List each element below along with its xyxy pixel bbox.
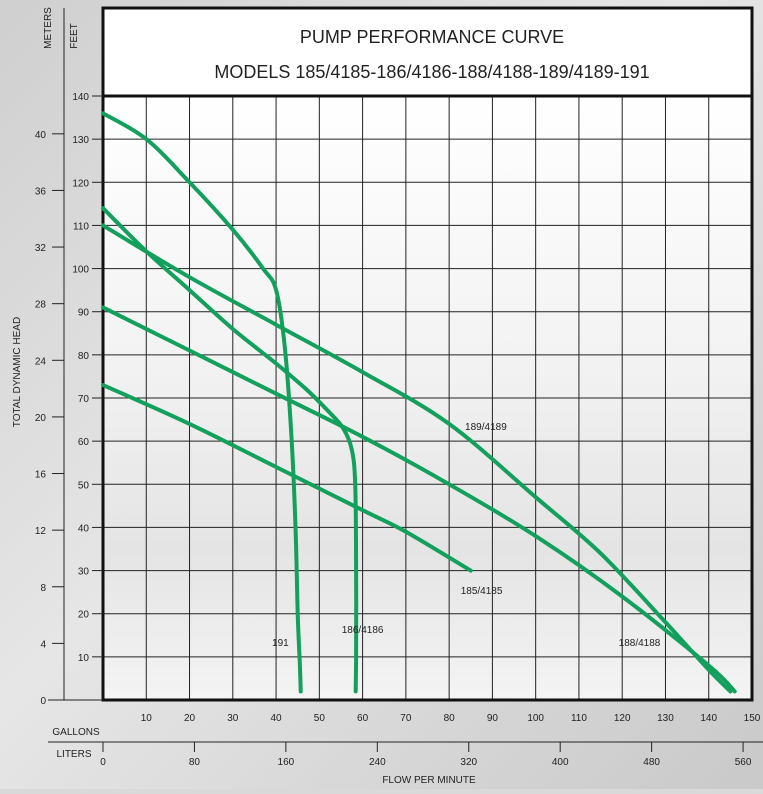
- y-tick-label-meters: 24: [35, 356, 47, 367]
- y-tick-label-meters: 32: [35, 243, 47, 254]
- curve-189-4189: [101, 223, 733, 694]
- curve-191: [101, 111, 303, 694]
- meters-unit-label: METERS: [43, 7, 54, 49]
- y-tick-label-meters: 20: [35, 413, 47, 424]
- x-tick-label-gallons: 50: [314, 713, 326, 724]
- y-tick-label-meters: 28: [35, 300, 47, 311]
- x-tick-label-liters: 320: [460, 757, 477, 768]
- x-tick-label-gallons: 80: [444, 713, 456, 724]
- y-tick-label-feet: 30: [78, 567, 90, 578]
- x-tick-label-liters: 80: [189, 757, 201, 768]
- x-tick-label-gallons: 110: [571, 713, 587, 724]
- y-tick-label-feet: 80: [78, 351, 90, 362]
- chart-subtitle: MODELS 185/4185-186/4186-188/4188-189/41…: [214, 62, 649, 82]
- x-axis-label: FLOW PER MINUTE: [382, 775, 476, 786]
- y-tick-label-meters: 4: [40, 639, 46, 650]
- y-tick-label-feet: 90: [78, 308, 90, 319]
- curve-188-4188: [101, 305, 737, 694]
- x-tick-label-gallons: 140: [700, 713, 717, 724]
- performance-curves: [101, 111, 737, 694]
- curve-label: 186/4186: [342, 625, 384, 636]
- y-tick-label-feet: 60: [78, 437, 90, 448]
- y-tick-label-meters: 12: [35, 526, 47, 537]
- curve-labels: 189/4189 185/4185 186/4186 191 188/4188: [272, 422, 661, 649]
- feet-unit-label: FEET: [69, 23, 80, 49]
- y-tick-label-feet: 100: [72, 265, 89, 276]
- curve-label: 189/4189: [465, 422, 507, 433]
- x-tick-label-gallons: 30: [227, 713, 239, 724]
- x-tick-label-liters: 400: [552, 757, 569, 768]
- curve-185-4185: [101, 383, 473, 573]
- y-ticks: 10 20 30 40 50 60 70 80 90 100 110 120 130 140 0 4 8 12 16…: [35, 92, 103, 707]
- curve-label: 188/4188: [619, 638, 661, 649]
- curve-label: 191: [272, 638, 289, 649]
- x-tick-label-liters: 560: [735, 757, 752, 768]
- title-panel: [101, 6, 754, 98]
- x-tick-label-liters: 0: [100, 757, 106, 768]
- x-tick-label-gallons: 150: [744, 713, 761, 724]
- x-tick-label-gallons: 120: [614, 713, 631, 724]
- x-tick-label-liters: 160: [278, 757, 295, 768]
- liters-unit-label: LITERS: [56, 749, 91, 760]
- x-tick-label-gallons: 20: [184, 713, 196, 724]
- curve-186-4186: [101, 206, 359, 694]
- x-tick-label-gallons: 70: [400, 713, 412, 724]
- y-tick-label-meters: 40: [35, 130, 47, 141]
- y-tick-label-feet: 120: [72, 178, 89, 189]
- y-tick-label-meters: 36: [35, 186, 47, 197]
- x-tick-label-gallons: 40: [271, 713, 283, 724]
- y-tick-label-feet: 70: [78, 394, 90, 405]
- y-tick-label-feet: 110: [73, 221, 89, 232]
- y-tick-label-feet: 50: [78, 480, 90, 491]
- x-ticks: 10 20 30 40 50 60 70 80 90 100 110 120 130 140 150 0 80 1…: [100, 713, 761, 768]
- y-tick-label-meters: 8: [40, 583, 46, 594]
- x-tick-label-liters: 240: [369, 757, 386, 768]
- chart-title: PUMP PERFORMANCE CURVE: [300, 27, 564, 47]
- x-tick-label-gallons: 60: [357, 713, 369, 724]
- x-tick-label-liters: 480: [643, 757, 660, 768]
- gallons-unit-label: GALLONS: [52, 727, 100, 738]
- y-axis-label: TOTAL DYNAMIC HEAD: [12, 317, 23, 427]
- y-tick-label-feet: 10: [78, 653, 90, 664]
- x-tick-label-gallons: 90: [487, 713, 499, 724]
- x-tick-label-gallons: 130: [657, 713, 674, 724]
- x-tick-label-gallons: 100: [527, 713, 544, 724]
- y-tick-label-meters: 16: [35, 470, 47, 481]
- y-tick-label-meters: 0: [40, 696, 46, 707]
- y-tick-label-feet: 40: [78, 523, 90, 534]
- y-tick-label-feet: 130: [72, 135, 89, 146]
- y-tick-label-feet: 140: [72, 92, 89, 103]
- curve-label: 185/4185: [461, 586, 503, 597]
- x-tick-label-gallons: 10: [141, 713, 153, 724]
- y-tick-label-feet: 20: [78, 610, 90, 621]
